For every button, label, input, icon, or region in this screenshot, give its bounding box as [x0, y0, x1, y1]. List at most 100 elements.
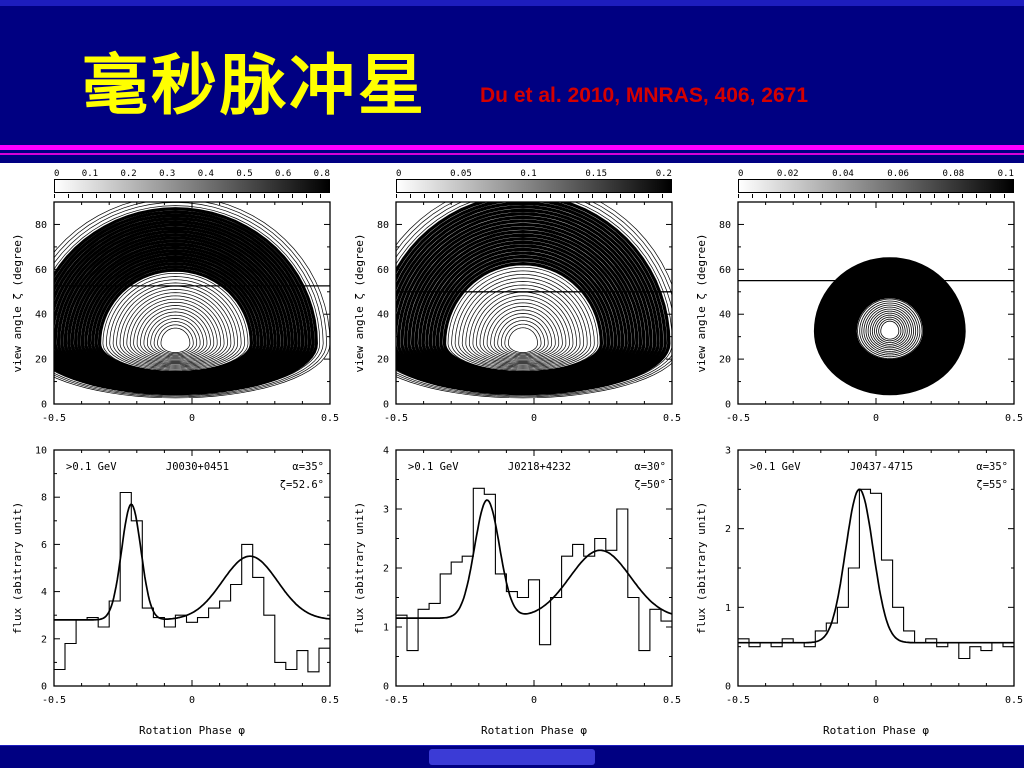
colorbar-tick-label: 0: [396, 169, 402, 179]
y-tick-label: 0: [41, 682, 47, 693]
x-tick-label: 0: [531, 695, 537, 706]
colorbar-gradient: [54, 179, 330, 193]
x-tick-label: 0: [873, 413, 879, 424]
colorbar-tick-label: 0.5: [236, 169, 253, 179]
x-axis-title: Rotation Phase φ: [823, 724, 929, 737]
histogram-series: [54, 491, 330, 673]
divider-line: [0, 145, 1024, 150]
zeta-label: ζ=50°: [634, 479, 666, 491]
y-tick-label: 0: [383, 400, 389, 411]
colorbar-tick-label: 0.3: [159, 169, 176, 179]
alpha-label: α=35°: [976, 461, 1008, 473]
x-tick-label: 0.5: [321, 413, 339, 424]
colorbar-tickmarks: [54, 194, 330, 198]
x-tick-label: 0.5: [663, 695, 681, 706]
y-axis-title: view angle ζ (degree): [353, 233, 366, 372]
histogram-series: [738, 488, 1014, 660]
y-tick-label: 3: [383, 505, 389, 516]
y-tick-label: 0: [41, 400, 47, 411]
figure-column-j0437: 0 0.02 0.04 0.06 0.08 0.1 0 20 40 60 80 -0.5 0 0.5 vi…: [694, 167, 1024, 740]
y-tick-label: 1: [725, 603, 731, 614]
y-tick-label: 0: [725, 682, 731, 693]
x-tick-label: 0.5: [1005, 413, 1023, 424]
colorbar-scale: 0 0.02 0.04 0.06 0.08 0.1: [738, 167, 1014, 179]
y-tick-label: 8: [41, 493, 47, 504]
colorbar-gradient: [738, 179, 1014, 193]
energy-label: >0.1 GeV: [408, 461, 459, 473]
zeta-label: ζ=52.6°: [280, 479, 324, 491]
lightcurve-plot-j0437: 0 1 2 3 -0.5 0 0.5 >0.1 GeV J0437-4715 α=35° ζ=55°…: [695, 446, 1023, 738]
colorbar-tick-label: 0.6: [275, 169, 292, 179]
colorbar-tick-label: 0.8: [313, 169, 330, 179]
x-tick-label: 0: [531, 413, 537, 424]
y-axis-title: view angle ζ (degree): [695, 233, 708, 372]
colorbar-tick-label: 0.08: [942, 169, 965, 179]
y-tick-label: 4: [41, 587, 47, 598]
y-axis-title: flux (abitrary unit): [353, 502, 366, 634]
y-tick-label: 3: [725, 446, 731, 457]
colorbar-tick-label: 0.4: [197, 169, 214, 179]
colorbar-tick-label: 0.1: [997, 169, 1014, 179]
y-axis-title: flux (abitrary unit): [11, 502, 24, 634]
x-tick-label: 0.5: [663, 413, 681, 424]
alpha-label: α=30°: [634, 461, 666, 473]
x-tick-label: 0: [189, 695, 195, 706]
colorbar-gradient: [396, 179, 672, 193]
colorbar-tick-label: 0: [738, 169, 744, 179]
y-tick-label: 40: [35, 310, 47, 321]
x-tick-label: 0: [873, 695, 879, 706]
y-tick-label: 80: [377, 220, 389, 231]
x-tick-label: 0.5: [1005, 695, 1023, 706]
colorbar-tick-label: 0.1: [520, 169, 537, 179]
colorbar-tickmarks: [396, 194, 672, 198]
y-tick-label: 0: [725, 400, 731, 411]
y-tick-label: 80: [719, 220, 731, 231]
skymap-caustic-pattern: [396, 202, 672, 399]
energy-label: >0.1 GeV: [750, 461, 801, 473]
y-tick-label: 1: [383, 623, 389, 634]
x-tick-label: 0: [189, 413, 195, 424]
y-tick-label: 4: [383, 446, 389, 457]
y-axis-title: view angle ζ (degree): [11, 233, 24, 372]
energy-label: >0.1 GeV: [66, 461, 117, 473]
model-curve: [54, 503, 331, 621]
y-tick-label: 2: [41, 634, 47, 645]
colorbar-tick-label: 0.2: [655, 169, 672, 179]
colorbar-scale: 0 0.1 0.2 0.3 0.4 0.5 0.6 0.8: [54, 167, 330, 179]
colorbar-tick-label: 0.15: [585, 169, 608, 179]
lightcurve-plot-j0030: 0 2 4 6 8 10 -0.5 0 0.5 >0.1 GeV J0030+0451 α=35° ζ=…: [11, 446, 339, 738]
skymap-plot-j0218: 0 20 40 60 80 -0.5 0 0.5 view angle ζ (degree): [353, 201, 681, 424]
skymap-plot-j0437: 0 20 40 60 80 -0.5 0 0.5 view angle ζ (degree): [695, 201, 1023, 424]
citation-text: Du et al. 2010, MNRAS, 406, 2671: [480, 84, 808, 107]
colorbar-scale: 0 0.05 0.1 0.15 0.2: [396, 167, 672, 179]
slide-footer: [0, 745, 1024, 768]
y-tick-label: 60: [377, 265, 389, 276]
figure-column-j0030: 0 0.1 0.2 0.3 0.4 0.5 0.6 0.8 0 20 40 60 80 -0.5 0 0.5…: [10, 167, 340, 740]
x-axis-title: Rotation Phase φ: [481, 724, 587, 737]
x-tick-label: -0.5: [42, 695, 66, 706]
x-tick-label: -0.5: [384, 695, 408, 706]
y-tick-label: 80: [35, 220, 47, 231]
skymap-caustic-pattern: [813, 257, 966, 396]
y-tick-label: 60: [719, 265, 731, 276]
colorbar-tickmarks: [738, 194, 1014, 198]
y-tick-label: 40: [377, 310, 389, 321]
figure-column-j0218: 0 0.05 0.1 0.15 0.2 0 20 40 60 80 -0.5 0 0.5 view an…: [352, 167, 682, 740]
colorbar-tick-label: 0: [54, 169, 60, 179]
pulsar-name-label: J0218+4232: [508, 461, 571, 473]
model-curve: [738, 488, 1014, 644]
lightcurve-plot-j0218: 0 1 2 3 4 -0.5 0 0.5 >0.1 GeV J0218+4232 α=30° ζ=50…: [353, 446, 681, 738]
slide-title: 毫秒脉冲星: [82, 47, 427, 124]
y-tick-label: 20: [719, 355, 731, 366]
x-axis-title: Rotation Phase φ: [139, 724, 245, 737]
y-tick-label: 10: [35, 446, 47, 457]
colorbar-tick-label: 0.2: [120, 169, 137, 179]
histogram-series: [396, 487, 672, 652]
colorbar-tick-label: 0.04: [832, 169, 854, 179]
colorbar-tick-label: 0.05: [450, 169, 472, 179]
y-tick-label: 20: [35, 355, 47, 366]
top-border-strip: [0, 0, 1024, 6]
x-tick-label: 0.5: [321, 695, 339, 706]
y-tick-label: 2: [725, 524, 731, 535]
